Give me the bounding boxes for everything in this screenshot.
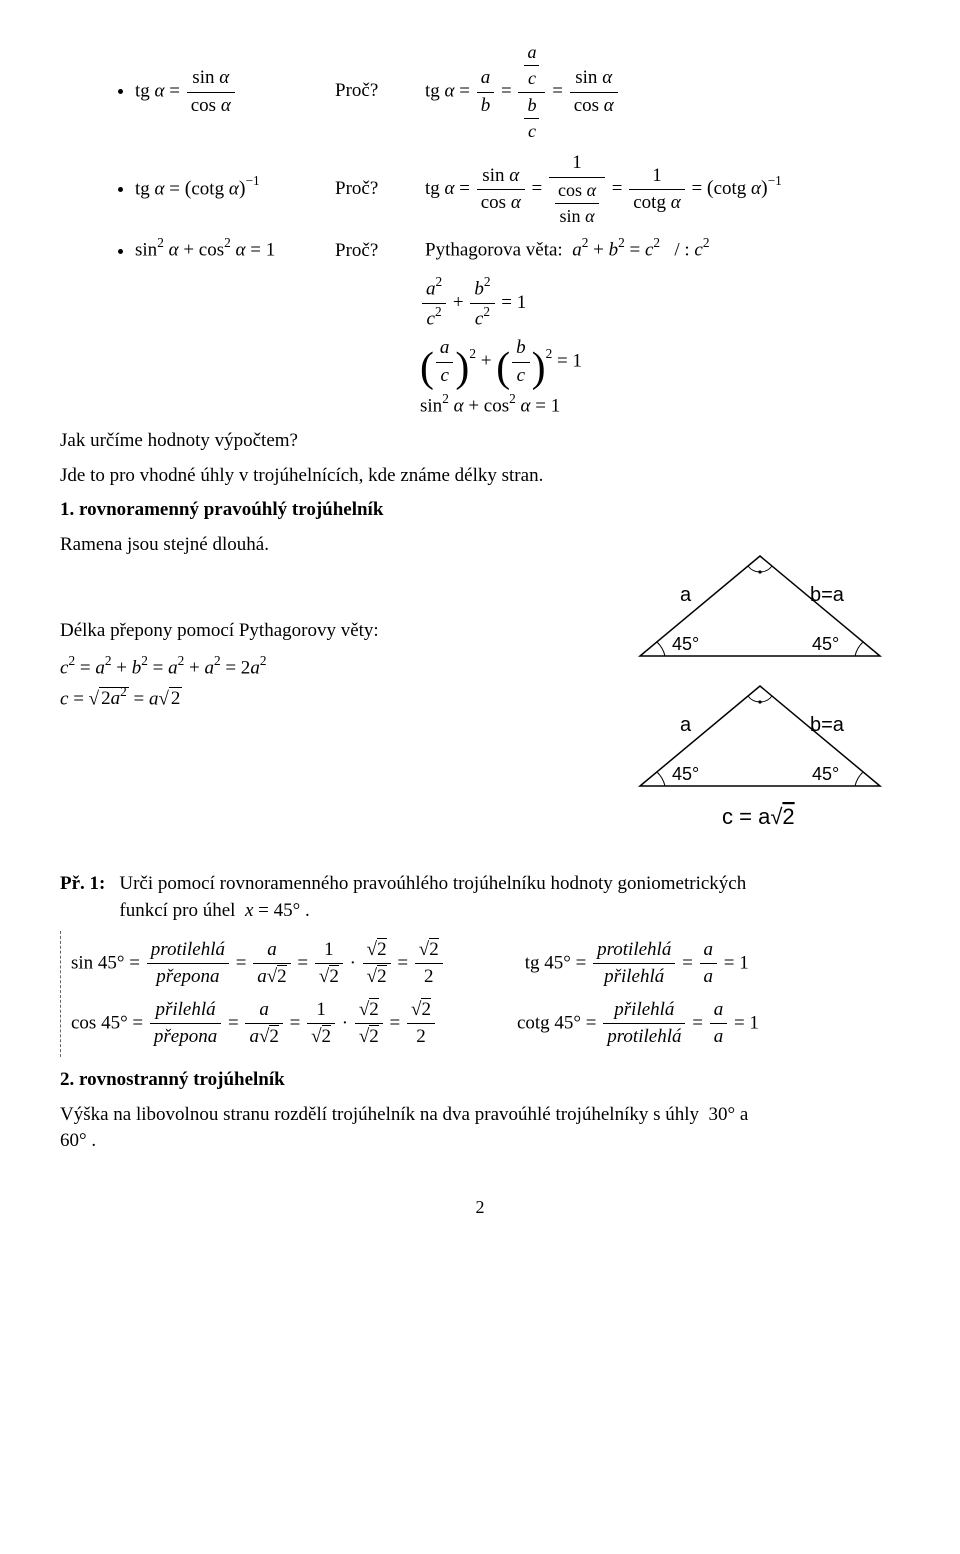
deriv-line-2: (ac)2 + (bc)2 = 1 <box>60 335 900 389</box>
svg-text:45°: 45° <box>812 764 839 784</box>
h2-text: Výška na libovolnou stranu rozdělí trojú… <box>60 1102 900 1155</box>
svg-text:45°: 45° <box>672 634 699 654</box>
deriv-line-1: a2c2 + b2c2 = 1 <box>60 274 900 333</box>
angle-30: 30° <box>709 1104 736 1125</box>
triangles: a b=a 45° 45° a b=a 45° 45° c = a√2 <box>630 546 890 841</box>
pr1-angle-x: x <box>245 900 253 921</box>
pr1-label: Př. 1: <box>60 871 105 898</box>
heading-1: 1. rovnoramenný pravoúhlý trojúhelník <box>60 497 900 524</box>
cotg45: cotg 45° = přilehláprotilehlá = aa = 1 <box>517 997 759 1051</box>
bullet-list: tg α = sin αcos α Proč? tg α = ab = ac b… <box>60 40 900 264</box>
b3-rhs: Pythagorova věta: a2 + b2 = c2 / : c2 <box>425 235 709 264</box>
pr1-text-a: Urči pomocí rovnoramenného pravoúhlého t… <box>119 873 746 894</box>
bullet-3: sin2 α + cos2 α = 1 Proč? Pythagorova vě… <box>135 235 900 264</box>
para-jak: Jak určíme hodnoty výpočtem? <box>60 428 900 455</box>
angle-60: 60° <box>60 1130 87 1151</box>
pr1-text-b: funkcí pro úhel <box>119 900 235 921</box>
solution-block: sin 45° = protilehlápřepona = aa√2 = 1√2… <box>60 931 900 1057</box>
b3-lhs: sin2 α + cos2 α = 1 <box>135 235 315 264</box>
para-jde: Jde to pro vhodné úhly v trojúhelnících,… <box>60 463 900 490</box>
svg-text:45°: 45° <box>812 634 839 654</box>
bullet-1: tg α = sin αcos α Proč? tg α = ab = ac b… <box>135 40 900 144</box>
svg-text:b=a: b=a <box>810 714 845 736</box>
triangle-2: a b=a 45° 45° c = a√2 <box>630 676 890 841</box>
sin45: sin 45° = protilehlápřepona = aa√2 = 1√2… <box>71 937 445 991</box>
b2-q: Proč? <box>335 176 405 203</box>
bullet-2: tg α = (cotg α)−1 Proč? tg α = sin αcos … <box>135 150 900 229</box>
h2-text-2: a <box>735 1104 748 1125</box>
h2-text-1: Výška na libovolnou stranu rozdělí trojú… <box>60 1104 699 1125</box>
b1-lhs: tg α = sin αcos α <box>135 65 315 119</box>
b1-q: Proč? <box>335 78 405 105</box>
triangle-1: a b=a 45° 45° <box>630 546 890 676</box>
svg-text:a: a <box>680 584 692 606</box>
b3-q: Proč? <box>335 238 405 265</box>
pr1-text: Urči pomocí rovnoramenného pravoúhlého t… <box>119 871 746 924</box>
deriv-line-3: sin2 α + cos2 α = 1 <box>60 391 900 420</box>
b2-rhs: tg α = sin αcos α = 1 cos αsin α = 1cotg… <box>425 150 782 229</box>
heading-2: 2. rovnostranný trojúhelník <box>60 1067 900 1094</box>
cos45: cos 45° = přilehlápřepona = aa√2 = 1√2 ·… <box>71 997 437 1051</box>
tg45: tg 45° = protilehlápřilehlá = aa = 1 <box>525 937 749 991</box>
b1-rhs: tg α = ab = ac bc = sin αcos α <box>425 40 620 144</box>
svg-text:a: a <box>680 714 692 736</box>
svg-text:b=a: b=a <box>810 584 845 606</box>
svg-text:45°: 45° <box>672 764 699 784</box>
page-number: 2 <box>60 1195 900 1220</box>
b3-rhs-label: Pythagorova věta: <box>425 240 563 261</box>
svg-text:c = a√2: c = a√2 <box>722 804 795 829</box>
b2-lhs: tg α = (cotg α)−1 <box>135 174 315 203</box>
